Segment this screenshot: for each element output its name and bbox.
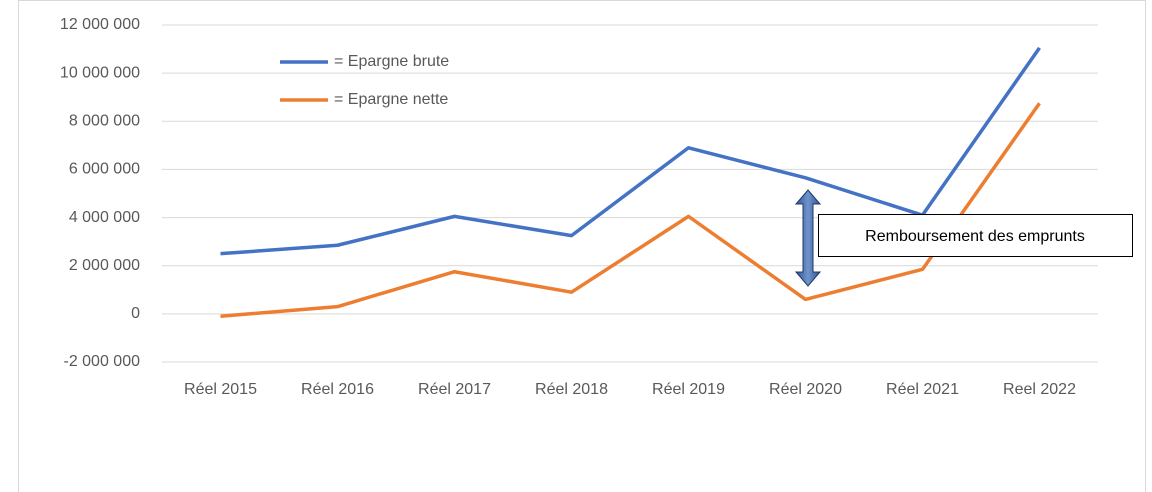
y-tick-label: 8 000 000 [69, 113, 140, 130]
series-line [220, 102, 1041, 319]
annotation: Remboursement des emprunts [865, 228, 1085, 245]
y-tick-label: 6 000 000 [69, 161, 140, 178]
y-tick-label: 4 000 000 [69, 209, 140, 226]
y-tick-label: 10 000 000 [60, 64, 140, 81]
x-tick-label: Réel 2019 [652, 381, 725, 398]
double-arrow [794, 189, 822, 287]
series-line [220, 46, 1041, 256]
x-tick-label: Réel 2016 [301, 381, 374, 398]
x-tick-label: Reel 2022 [1003, 381, 1076, 398]
x-tick-label: Réel 2020 [769, 381, 842, 398]
x-tick-label: Réel 2021 [886, 381, 959, 398]
y-tick-label: 12 000 000 [60, 16, 140, 33]
y-tick-label: 0 [131, 305, 140, 322]
x-tick-label: Réel 2015 [184, 381, 257, 398]
annotation-box [818, 214, 1133, 257]
x-tick-label: Réel 2018 [535, 381, 608, 398]
legend-label: = Epargne brute [334, 53, 449, 70]
y-tick-label: -2 000 000 [63, 353, 140, 370]
x-tick-label: Réel 2017 [418, 381, 491, 398]
plot-area: -2 000 000 0 2 000 000 4 000 000 6 000 000 8 … [60, 16, 1098, 398]
legend-label: = Epargne nette [334, 91, 448, 108]
y-tick-label: 2 000 000 [69, 257, 140, 274]
